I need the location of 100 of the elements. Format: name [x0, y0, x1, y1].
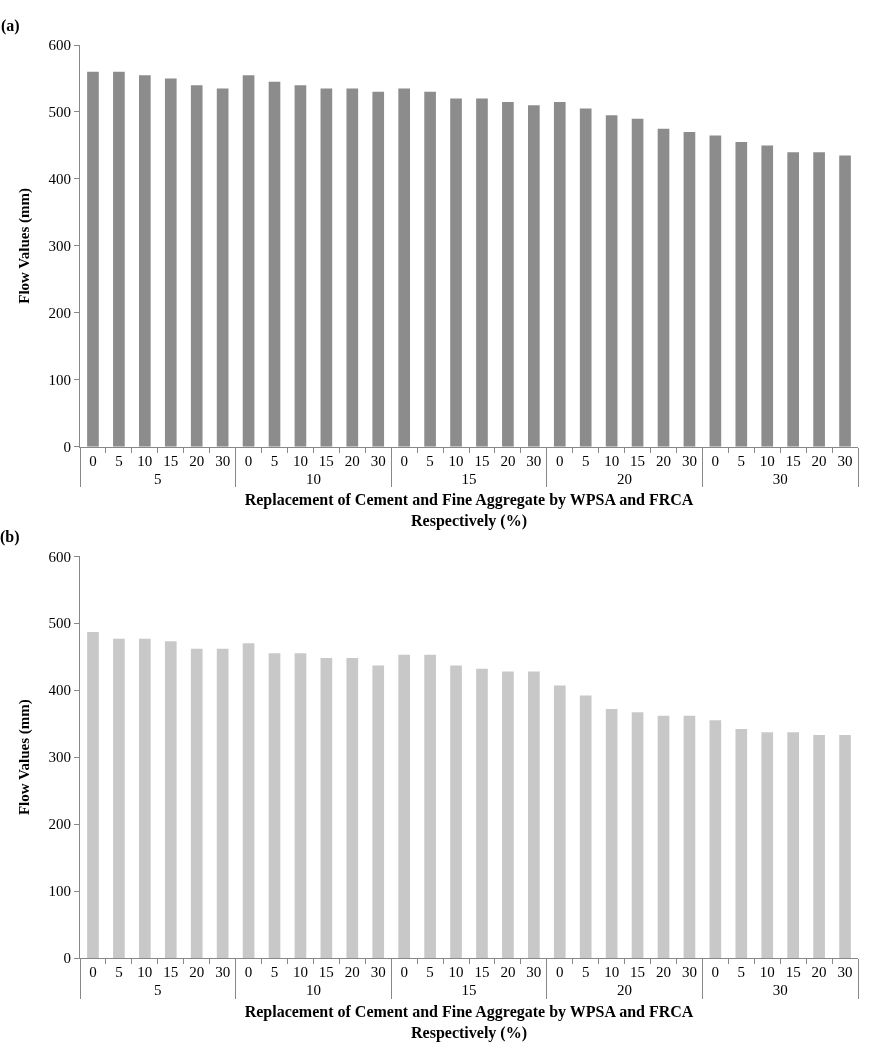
x-tick-label: 20: [500, 452, 516, 469]
x-tick-label: 15: [785, 452, 801, 469]
x-tick-label: 20: [811, 452, 827, 469]
bar: [216, 648, 229, 958]
x-tick-label: 15: [318, 964, 334, 980]
y-tick-label: 600: [48, 37, 71, 54]
x-tick-label: 20: [189, 964, 205, 980]
bar: [605, 708, 618, 958]
x-tick-label: 10: [292, 964, 308, 980]
x-tick-label: 0: [556, 964, 564, 980]
x-tick-label: 30: [215, 964, 231, 980]
y-tick-label: 400: [48, 171, 71, 188]
text: 30: [772, 470, 788, 487]
y-axis-title: Flow Values (mm): [15, 699, 33, 816]
bar: [294, 653, 307, 958]
y-tick-label: 300: [48, 238, 71, 255]
x-tick-label: 15: [630, 964, 646, 980]
text: 5: [154, 470, 162, 487]
x-tick-label: 0: [89, 964, 97, 980]
bar: [839, 735, 851, 958]
x-tick-label: 15: [474, 964, 490, 980]
bar: [683, 715, 696, 958]
x-tick-label: 30: [370, 452, 386, 469]
x-tick-label: 30: [370, 964, 386, 980]
bar: [579, 695, 592, 958]
x-tick-label: 5: [737, 452, 746, 469]
bar: [113, 638, 125, 958]
bar: [398, 654, 410, 958]
x-tick-label: 10: [448, 964, 464, 980]
x-tick-label: 20: [656, 452, 671, 469]
x-tick-label: 5: [737, 964, 746, 980]
x-tick-label: 0: [400, 452, 408, 469]
x-tick-label: 0: [556, 452, 564, 469]
text: 20: [617, 470, 633, 487]
x-tick-label: 5: [115, 964, 123, 980]
y-tick-label: 500: [48, 104, 71, 121]
x-tick-label: 15: [474, 452, 490, 469]
x-tick-label: 5: [581, 964, 590, 980]
x-tick-label: 20: [500, 964, 516, 980]
x-tick-label: 10: [604, 964, 620, 980]
bar: [761, 732, 774, 958]
x-tick-label: 10: [759, 964, 775, 980]
bar: [164, 641, 177, 958]
text: 30: [772, 982, 788, 998]
text: 20: [617, 982, 633, 998]
chart-title: (a): [1, 17, 20, 35]
x-tick-label: 5: [270, 964, 279, 980]
bar: [813, 735, 825, 958]
x-tick-label: 30: [526, 452, 542, 469]
y-tick-label: 200: [48, 305, 71, 322]
x-axis-title: Replacement of Cement and Fine Aggregate by WPSA and FRCA Respectively (%): [244, 491, 694, 531]
x-tick-label: 0: [711, 964, 720, 980]
x-tick-label: 30: [215, 452, 231, 469]
chart-title: (b): [0, 528, 20, 546]
bar: [320, 658, 333, 958]
x-tick-label: 5: [426, 964, 434, 980]
x-tick-label: 0: [400, 964, 408, 980]
bar: [450, 665, 462, 958]
y-tick-label: 500: [48, 615, 71, 632]
bar: [372, 665, 385, 958]
x-tick-label: 10: [604, 452, 620, 469]
y-tick-label: 100: [48, 883, 71, 900]
x-tick-label: 15: [318, 452, 334, 469]
y-tick-label: 300: [48, 749, 71, 766]
y-tick-label: 0: [63, 438, 71, 455]
bar: [787, 732, 799, 958]
x-tick-label: 0: [89, 452, 97, 469]
bar: [268, 653, 281, 958]
bar: [346, 658, 359, 958]
bar: [528, 671, 540, 958]
y-tick-label: 600: [48, 548, 71, 565]
x-tick-label: 10: [759, 452, 775, 469]
bar: [190, 648, 203, 958]
text: 15: [461, 982, 477, 998]
bar: [709, 720, 722, 958]
x-tick-label: 0: [244, 452, 253, 469]
bar: [657, 715, 670, 958]
bar: [476, 668, 488, 958]
text: 15: [461, 470, 477, 487]
x-tick-label: 30: [681, 964, 697, 980]
x-tick-label: 15: [630, 452, 646, 469]
text: 10: [305, 470, 321, 487]
x-tick-label: 15: [163, 452, 179, 469]
x-tick-label: 30: [837, 964, 853, 980]
x-tick-label: 5: [115, 452, 123, 469]
y-tick-label: 0: [63, 950, 71, 967]
x-tick-label: 15: [785, 964, 801, 980]
x-tick-label: 30: [526, 964, 542, 980]
x-tick-label: 20: [344, 964, 360, 980]
bar: [87, 631, 99, 958]
bar: [424, 654, 436, 958]
y-tick-label: 400: [48, 682, 71, 699]
bar: [502, 671, 514, 958]
x-axis-title: Replacement of Cement and Fine Aggregate by WPSA and FRCA Respectively (%): [244, 1002, 694, 1042]
x-tick-label: 5: [426, 452, 434, 469]
bar: [631, 712, 644, 958]
x-tick-label: 20: [344, 452, 360, 469]
bar: [735, 729, 748, 958]
bar: [242, 643, 255, 958]
y-tick-label: 200: [48, 816, 71, 833]
